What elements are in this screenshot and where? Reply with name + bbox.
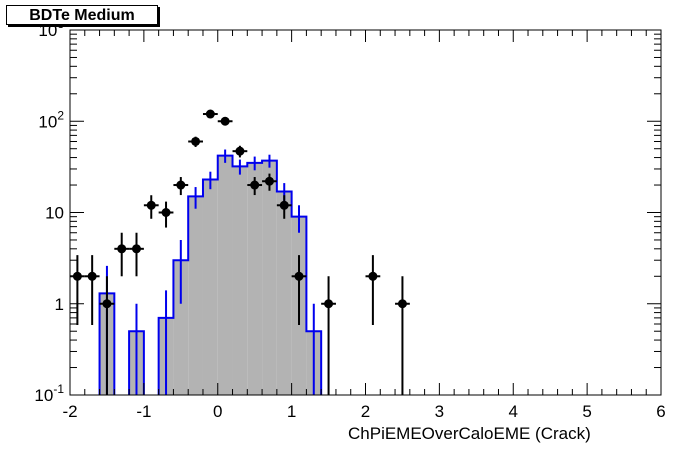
data-point: [264, 176, 274, 186]
x-tick-label: 2: [361, 402, 370, 421]
x-axis-title: ChPiEMEOverCaloEME (Crack): [348, 424, 591, 443]
histogram-bar: [262, 160, 277, 395]
histogram-bar: [232, 166, 248, 395]
data-point: [205, 109, 215, 119]
y-tick-label: 10: [45, 204, 64, 223]
data-point: [250, 180, 260, 190]
data-point: [117, 244, 127, 254]
y-tick-label: 1: [55, 295, 64, 314]
x-tick-label: 1: [287, 402, 296, 421]
data-point: [161, 208, 171, 217]
data-point: [191, 136, 201, 146]
x-tick-label: 0: [213, 402, 222, 421]
data-point: [176, 180, 186, 190]
data-point: [72, 271, 82, 281]
data-point: [397, 299, 407, 309]
data-point: [279, 200, 289, 210]
data-point: [131, 244, 141, 254]
x-tick-label: 4: [509, 402, 518, 421]
histogram-bar: [173, 260, 189, 395]
x-tick-label: -1: [136, 402, 151, 421]
data-point: [368, 271, 378, 281]
x-tick-label: 6: [656, 402, 665, 421]
x-tick-label: 5: [582, 402, 591, 421]
y-tick-label: 10-1: [34, 382, 64, 405]
data-point: [220, 116, 230, 126]
histogram-bar: [202, 179, 218, 395]
histogram-bar: [276, 191, 292, 395]
x-tick-label: 3: [435, 402, 444, 421]
data-point: [146, 200, 156, 210]
y-tick-label: 102: [38, 108, 64, 131]
x-tick-label: -2: [62, 402, 77, 421]
data-point: [294, 271, 304, 281]
plot-title: BDTe Medium: [6, 5, 158, 25]
data-point: [324, 299, 334, 309]
data-point: [235, 146, 245, 156]
histogram-bar: [188, 196, 203, 395]
histogram-bar: [217, 155, 233, 395]
data-point: [87, 271, 97, 281]
histogram-bar: [247, 162, 263, 395]
data-point: [102, 299, 112, 309]
